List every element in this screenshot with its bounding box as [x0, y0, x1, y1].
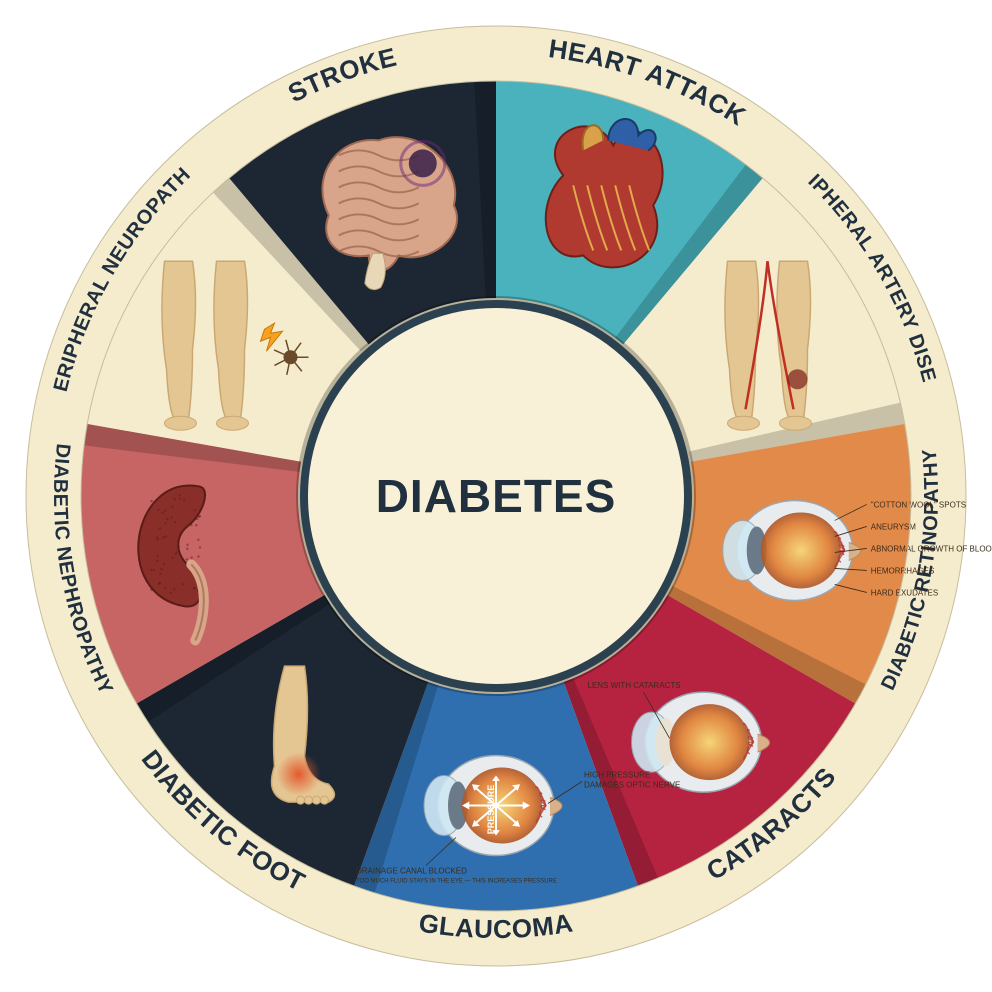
glaucoma-side-annotation: HIGH PRESSURE	[584, 771, 650, 780]
glaucoma-pressure-label: PRESSURE	[486, 785, 496, 835]
retinopathy-annotation: HEMORRHAGES	[871, 566, 935, 575]
retinopathy-annotation: ABNORMAL GROWTH OF BLOOD VESSELS	[871, 544, 992, 553]
retinopathy-annotation: HARD EXUDATES	[871, 588, 938, 597]
heart-icon	[546, 119, 663, 267]
glaucoma-bottom-annotation: DRAINAGE CANAL BLOCKED	[356, 867, 467, 876]
center-label: DIABETES	[376, 469, 617, 523]
retinopathy-annotation: "COTTON WOOL" SPOTS	[871, 500, 966, 509]
diabetes-wheel-diagram: HEART ATTACKPERIPHERAL ARTERY DISEASEDIA…	[0, 0, 992, 992]
cataract-annotation: LENS WITH CATARACTS	[588, 681, 681, 690]
svg-text:TOO MUCH FLUID STAYS IN THE EY: TOO MUCH FLUID STAYS IN THE EYE — THIS I…	[356, 879, 557, 885]
svg-text:DAMAGES OPTIC NERVE: DAMAGES OPTIC NERVE	[584, 781, 680, 790]
